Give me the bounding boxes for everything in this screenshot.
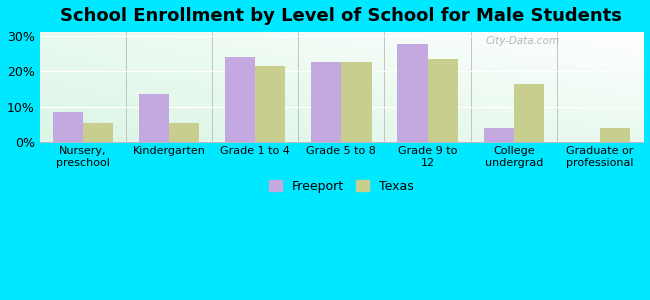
Bar [225, 57, 255, 142]
Bar [255, 66, 285, 142]
Bar [83, 123, 113, 142]
Bar [311, 62, 341, 142]
Bar [484, 128, 514, 142]
Bar [139, 94, 169, 142]
Bar [341, 62, 372, 142]
Bar [514, 84, 544, 142]
Bar [428, 59, 458, 142]
Bar [600, 128, 630, 142]
Bar [53, 112, 83, 142]
Bar [169, 123, 199, 142]
Text: City-Data.com: City-Data.com [486, 36, 560, 46]
Title: School Enrollment by Level of School for Male Students: School Enrollment by Level of School for… [60, 7, 622, 25]
Bar [397, 44, 428, 142]
Legend: Freeport, Texas: Freeport, Texas [265, 176, 417, 196]
